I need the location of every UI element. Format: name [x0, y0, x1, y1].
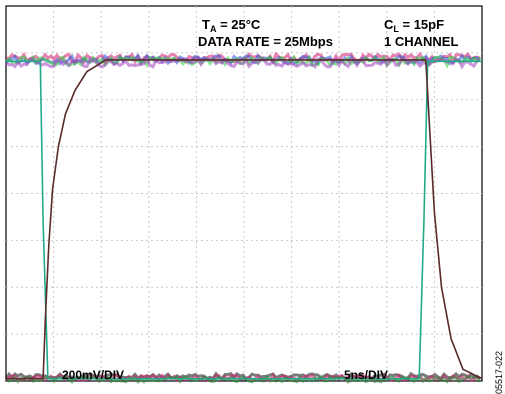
load-capacitance-label: CL = 15pF — [384, 17, 444, 34]
waveform-trace-2 — [6, 59, 483, 380]
temperature-label: TA = 25°C — [202, 17, 261, 34]
waveforms — [6, 59, 483, 380]
data-rate-label: DATA RATE = 25Mbps — [198, 34, 333, 49]
vertical-scale-label: 200mV/DIV — [62, 368, 124, 382]
grid — [6, 6, 482, 381]
channel-count-label: 1 CHANNEL — [384, 34, 458, 49]
figure-id: 05517-022 — [494, 351, 504, 394]
horizontal-scale-label: 5ns/DIV — [344, 368, 388, 382]
